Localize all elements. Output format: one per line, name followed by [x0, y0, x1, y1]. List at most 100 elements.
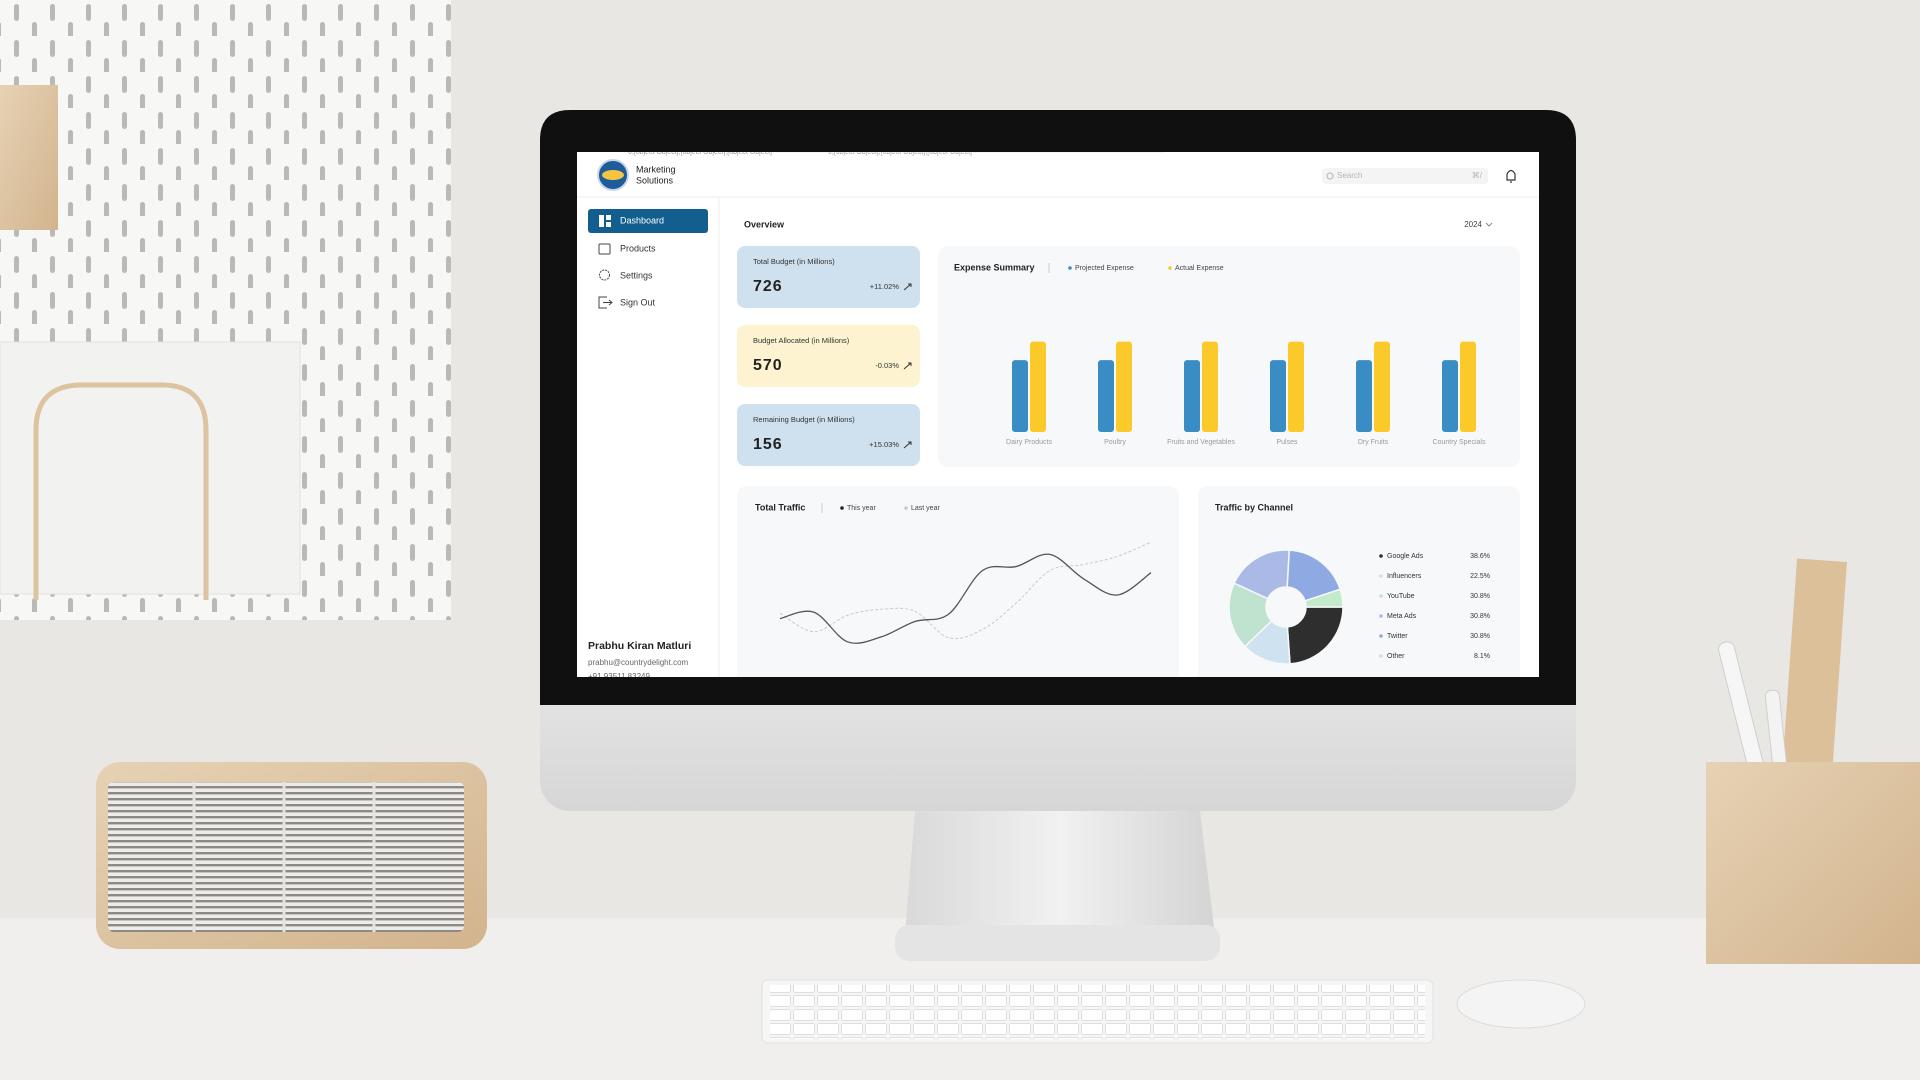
monitor-stand	[905, 811, 1215, 935]
traffic-card	[737, 486, 1179, 677]
legend-label: Projected Expense	[1075, 265, 1134, 272]
chevron	[1485, 222, 1493, 227]
chart-title: Traffic by Channel	[1215, 502, 1293, 512]
nav-active[interactable]	[588, 209, 708, 233]
chart-title: Expense Summary	[954, 262, 1035, 272]
legend-label: Actual Expense	[1175, 265, 1224, 272]
brand: Marketing	[636, 164, 676, 174]
legend-dot	[1379, 574, 1383, 578]
kpi-card	[737, 404, 920, 466]
kpi-label: Total Budget (in Millions)	[753, 257, 835, 266]
x-tick-label: Pulses	[1276, 439, 1298, 446]
screen: Marketing Solutions Search ⌘/ Dashboard …	[577, 149, 1539, 681]
bell-icon[interactable]	[1506, 169, 1516, 183]
donut-slice	[1286, 606, 1344, 665]
legend-dot	[1379, 654, 1383, 658]
kpi-card	[737, 246, 920, 308]
kpi-change: +11.02%	[870, 282, 900, 291]
search-box[interactable]	[1322, 168, 1488, 184]
bar	[1374, 341, 1390, 432]
bar	[1030, 341, 1046, 432]
x-tick-label: Dairy Products	[1006, 439, 1052, 446]
bar	[1098, 360, 1114, 432]
legend-dot	[1379, 594, 1383, 598]
kpi-value: 726	[753, 278, 783, 295]
overview-title: Overview	[744, 219, 785, 229]
speaker-grille	[108, 782, 464, 932]
bar	[1356, 360, 1372, 432]
paper-holder	[0, 341, 301, 595]
bar	[1288, 341, 1304, 432]
legend-dot	[904, 506, 908, 510]
nav-icon	[598, 243, 611, 255]
ruler	[1782, 558, 1847, 777]
kpi-value: 156	[753, 436, 783, 453]
x-tick-label: Fruits and Vegetables	[1167, 439, 1235, 446]
legend-dot	[1379, 614, 1383, 618]
kpi-change: +15.03%	[869, 440, 899, 449]
nav-item[interactable]: Sign Out	[620, 297, 656, 307]
bar	[1184, 360, 1200, 432]
kpi-label: Remaining Budget (in Millions)	[753, 415, 855, 424]
nav-icon	[599, 215, 604, 227]
nav-icon	[599, 269, 610, 281]
value-label: 22.5%	[1470, 573, 1490, 580]
kpi-change: -0.03%	[875, 361, 899, 370]
x-tick-label: Poultry	[1104, 439, 1126, 446]
logo-band	[602, 170, 624, 180]
nav-icon	[606, 222, 611, 227]
search-icon	[1326, 172, 1334, 180]
nav-item[interactable]: Products	[620, 243, 656, 253]
y-tick-label: 0,[object Object],[object Object],[objec…	[828, 149, 972, 156]
x-tick-label: Dry Fruits	[1358, 439, 1389, 446]
expense-card	[938, 246, 1520, 467]
legend-label: Last year	[911, 505, 940, 512]
nav-item[interactable]: Dashboard	[620, 215, 664, 225]
value-label: 38.6%	[1470, 553, 1490, 560]
keyboard-keys	[770, 985, 1425, 1039]
chart-title: Total Traffic	[755, 502, 805, 512]
value-label: 30.8%	[1470, 633, 1490, 640]
x-tick-label: Country Specials	[1433, 439, 1486, 446]
legend-label: Influencers	[1387, 573, 1422, 580]
legend-dot	[1168, 266, 1172, 270]
bar	[1442, 360, 1458, 432]
search-shortcut: ⌘/	[1472, 171, 1483, 180]
legend-label: This year	[847, 505, 876, 512]
mouse	[1456, 979, 1586, 1029]
value-label: 30.8%	[1470, 593, 1490, 600]
user-phone: +91 93511 83249	[588, 672, 650, 681]
year-select[interactable]: 2024	[1464, 220, 1482, 229]
legend-label: YouTube	[1387, 593, 1415, 600]
legend-dot	[1379, 634, 1383, 638]
bar	[1270, 360, 1286, 432]
donut-slice	[1304, 588, 1344, 608]
bar	[1012, 360, 1028, 432]
brand: Solutions	[636, 175, 674, 185]
legend-dot	[840, 506, 844, 510]
user-name: Prabhu Kiran Matluri	[588, 640, 691, 652]
legend-label: Google Ads	[1387, 553, 1424, 560]
search-placeholder: Search	[1337, 171, 1362, 180]
legend-dot	[1379, 554, 1383, 558]
line-series	[779, 553, 1152, 644]
kpi-card	[737, 325, 920, 387]
nav-item[interactable]: Settings	[620, 270, 653, 280]
value-label: 8.1%	[1474, 653, 1490, 660]
trend-arrow	[903, 362, 912, 370]
user-email: prabhu@countrydelight.com	[588, 658, 689, 667]
holder-wire	[33, 382, 209, 600]
legend-label: Meta Ads	[1387, 613, 1417, 620]
y-tick-label: 0,[object Object],[object Object],[objec…	[628, 149, 772, 156]
trend-arrow	[903, 441, 912, 449]
nav-icon	[598, 296, 613, 309]
legend-dot	[1068, 266, 1072, 270]
kpi-value: 570	[753, 357, 783, 374]
nav-icon	[606, 215, 611, 220]
kpi-label: Budget Allocated (in Millions)	[753, 336, 850, 345]
legend-label: Twitter	[1387, 633, 1408, 640]
value-label: 30.8%	[1470, 613, 1490, 620]
line-series	[779, 541, 1152, 640]
